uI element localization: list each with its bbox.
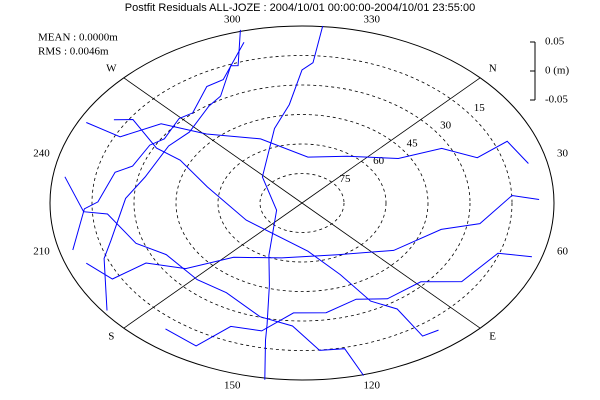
elevation-circle bbox=[217, 143, 387, 263]
elevation-circle bbox=[133, 84, 471, 322]
scale-label: 0.05 bbox=[545, 36, 565, 48]
azimuth-spoke bbox=[301, 202, 481, 329]
residual-track bbox=[103, 29, 241, 311]
elevation-circle bbox=[175, 114, 429, 292]
azimuth-label: 120 bbox=[364, 379, 381, 391]
azimuth-label: 150 bbox=[224, 379, 241, 391]
mean-label: MEAN : 0.0000m bbox=[38, 32, 118, 44]
rms-label: RMS : 0.0046m bbox=[38, 46, 109, 58]
elevation-circle bbox=[91, 55, 513, 351]
scale-label: -0.05 bbox=[545, 94, 568, 106]
azimuth-label: 210 bbox=[33, 246, 50, 258]
horizon bbox=[49, 25, 555, 381]
azimuth-label: 330 bbox=[364, 14, 381, 26]
azimuth-label: 240 bbox=[33, 148, 50, 160]
elevation-circle bbox=[259, 173, 345, 233]
residual-track bbox=[64, 176, 365, 376]
azimuth-label: 300 bbox=[224, 14, 241, 26]
residual-track bbox=[165, 252, 532, 347]
elevation-label: 30 bbox=[440, 120, 452, 132]
azimuth-spoke bbox=[301, 77, 481, 204]
azimuth-spoke bbox=[123, 77, 303, 204]
azimuth-spoke bbox=[123, 202, 303, 329]
azimuth-label: 60 bbox=[557, 246, 569, 258]
elevation-label: 75 bbox=[340, 173, 352, 185]
chart-title: Postfit Residuals ALL-JOZE : 2004/10/01 … bbox=[125, 2, 475, 14]
residual-track bbox=[86, 122, 529, 164]
elevation-label: 45 bbox=[407, 137, 419, 149]
azimuth-label: E bbox=[489, 330, 496, 342]
azimuth-label: N bbox=[489, 63, 497, 75]
azimuth-label: S bbox=[108, 330, 114, 342]
residual-track bbox=[261, 25, 324, 380]
scale-label: 0 (m) bbox=[545, 65, 569, 77]
azimuth-label: 30 bbox=[557, 148, 569, 160]
azimuth-label: W bbox=[106, 63, 117, 75]
residual-track bbox=[86, 194, 540, 280]
elevation-label: 60 bbox=[373, 155, 385, 167]
elevation-label: 15 bbox=[474, 102, 486, 114]
residual-track bbox=[113, 118, 439, 337]
residual-track bbox=[72, 42, 245, 251]
